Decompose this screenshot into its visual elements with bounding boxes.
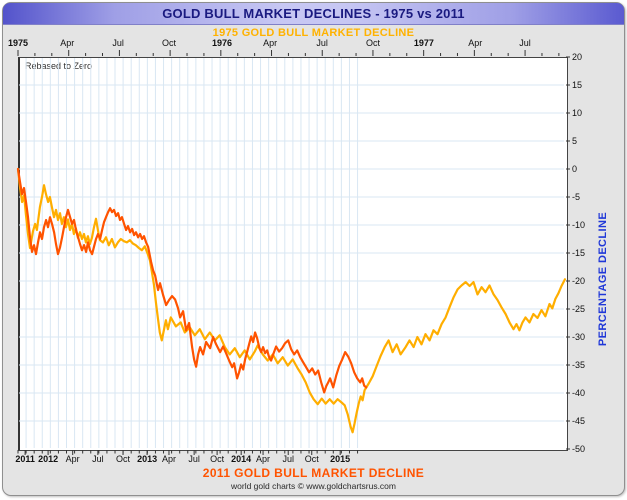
top-axis-label: Apr [468, 38, 483, 48]
top-axis-label: Jul [112, 38, 124, 48]
top-axis-label: Oct [161, 38, 176, 48]
title-bar: GOLD BULL MARKET DECLINES - 1975 vs 2011 [3, 3, 624, 25]
y-axis-label: -5 [572, 192, 581, 202]
bottom-axis-label: 2013 [137, 454, 158, 464]
y-axis-label: -30 [572, 332, 586, 342]
y-axis-label: -10 [572, 220, 586, 230]
y-axis-label: 15 [572, 80, 583, 90]
top-axis-label: Oct [365, 38, 380, 48]
top-axis-label: Jul [519, 38, 531, 48]
bottom-axis-label: 2011 [15, 454, 35, 464]
bottom-axis-label: Oct [304, 454, 319, 464]
bottom-axis-label: Jul [92, 454, 104, 464]
bottom-axis-label: 2012 [38, 454, 59, 464]
bottom-axis-label: Apr [65, 454, 80, 464]
subtitle-2011: 2011 GOLD BULL MARKET DECLINE [202, 466, 425, 480]
y-axis-label: -40 [572, 388, 586, 398]
top-axis-label: 1976 [212, 38, 233, 48]
bottom-axis-label: Apr [161, 454, 176, 464]
y-axis-label: -20 [572, 276, 586, 286]
top-axis-label: Apr [60, 38, 75, 48]
plot-area [18, 57, 568, 451]
top-axis-label: 1975 [7, 38, 29, 48]
bottom-axis-label: 2014 [231, 454, 252, 464]
y-axis-label: 10 [572, 108, 583, 118]
y-axis-label: 20 [572, 52, 583, 62]
top-axis-label: Jul [316, 38, 328, 48]
chart-title: GOLD BULL MARKET DECLINES - 1975 vs 2011 [162, 6, 465, 21]
top-axis-label: 1977 [413, 38, 434, 48]
y-axis-label: -25 [572, 304, 586, 314]
y-axis-label: -15 [572, 248, 586, 258]
subtitle-1975: 1975 GOLD BULL MARKET DECLINE [212, 27, 415, 39]
bottom-axis-label: Oct [116, 454, 131, 464]
y-axis-label: -35 [572, 360, 586, 370]
bottom-axis-label: Jul [188, 454, 200, 464]
y-axis-label: -50 [572, 444, 586, 454]
y-axis-label: 5 [572, 136, 578, 146]
bottom-axis-label: 2015 [330, 454, 351, 464]
y-axis-label: 0 [572, 164, 578, 174]
bottom-axis-label: Oct [210, 454, 225, 464]
y-axis-label: -45 [572, 416, 586, 426]
top-axis-label: Apr [263, 38, 278, 48]
bottom-axis-label: Jul [282, 454, 294, 464]
bottom-axis-label: Apr [256, 454, 271, 464]
footer-credit: world gold charts © www.goldchartsrus.co… [231, 481, 396, 491]
rebased-annotation: Rebased to Zero [25, 61, 93, 71]
